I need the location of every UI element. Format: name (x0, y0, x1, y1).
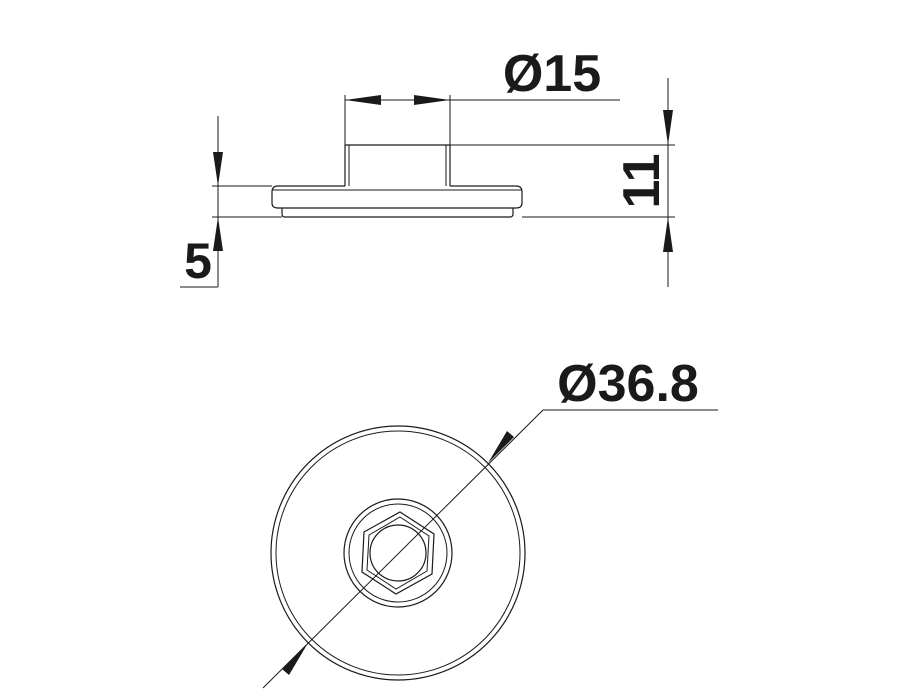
hub-outer-circle (343, 498, 453, 608)
outer-diameter-label: Ø36.8 (557, 355, 699, 413)
hub-inner-circle (348, 503, 448, 603)
boss-diameter-dimension: Ø15 (344, 45, 620, 145)
base-thickness-dimension: 5 (180, 116, 282, 289)
side-view: Ø15 11 5 (180, 45, 675, 289)
base-flange-outline (271, 185, 523, 218)
top-view: Ø36.8 (262, 355, 718, 689)
total-height-label: 11 (613, 154, 671, 209)
inner-rim-circle (275, 430, 521, 676)
boss-outline (344, 144, 451, 186)
outer-rim-circle (270, 425, 526, 681)
total-height-dimension: 11 (450, 78, 675, 287)
boss-diameter-label: Ø15 (503, 45, 601, 103)
base-thickness-label: 5 (184, 233, 212, 289)
outer-diameter-dimension: Ø36.8 (262, 355, 718, 689)
hex-socket (361, 511, 435, 595)
